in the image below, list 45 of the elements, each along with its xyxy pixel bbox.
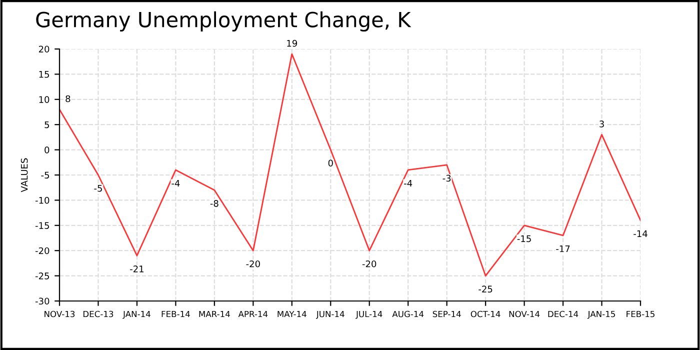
y-tick-label: -25 [35, 272, 49, 280]
x-tick-label: NOV-13 [44, 310, 75, 318]
data-label: -4 [172, 180, 180, 187]
x-tick-label: JUL-14 [356, 310, 382, 319]
y-tick-label: -10 [35, 196, 50, 204]
x-tick-label: MAY-14 [278, 310, 306, 318]
data-label: -21 [130, 266, 144, 272]
y-tick-label: -15 [35, 222, 49, 229]
y-tick-label: -5 [41, 172, 49, 179]
y-tick-label: -20 [35, 247, 50, 254]
x-tick-label: SEP-14 [432, 310, 461, 318]
data-label: 19 [287, 40, 298, 47]
x-tick-label: OCT-14 [470, 310, 500, 318]
y-tick-label: 5 [44, 121, 49, 128]
data-label: 3 [600, 120, 604, 128]
y-axis-title: VALUES [20, 158, 28, 192]
x-tick-label: JAN-14 [122, 310, 150, 319]
x-tick-label: JAN-15 [587, 310, 615, 319]
data-label: -3 [442, 174, 451, 182]
x-tick-label: MAR-14 [199, 310, 230, 318]
data-label: -14 [634, 230, 648, 237]
x-tick-label: NOV-14 [509, 310, 540, 318]
data-label: -25 [478, 286, 492, 293]
y-tick-label: -30 [35, 298, 50, 305]
x-tick-label: DEC-14 [548, 310, 578, 318]
x-tick-label: JUN-14 [316, 310, 344, 319]
x-tick-label: FEB-14 [162, 310, 190, 318]
y-tick-label: 20 [38, 46, 50, 53]
data-label: -5 [94, 185, 102, 192]
y-tick-label: 10 [39, 96, 50, 103]
x-tick-label: APR-14 [238, 310, 268, 318]
data-label: -20 [246, 260, 260, 268]
data-label: -17 [556, 245, 570, 252]
y-tick-label: 0 [44, 146, 50, 154]
data-label: -15 [517, 235, 531, 242]
data-label: 8 [66, 95, 70, 102]
y-tick-label: 15 [39, 71, 49, 78]
data-label: -20 [362, 260, 376, 268]
x-tick-label: FEB-15 [626, 310, 654, 318]
data-label: -4 [404, 180, 412, 187]
data-label: -8 [210, 200, 218, 207]
x-tick-label: AUG-14 [392, 310, 424, 318]
data-label: 0 [328, 160, 333, 167]
x-tick-label: DEC-13 [83, 310, 114, 318]
chart-title: Germany Unemployment Change, K [36, 11, 412, 32]
